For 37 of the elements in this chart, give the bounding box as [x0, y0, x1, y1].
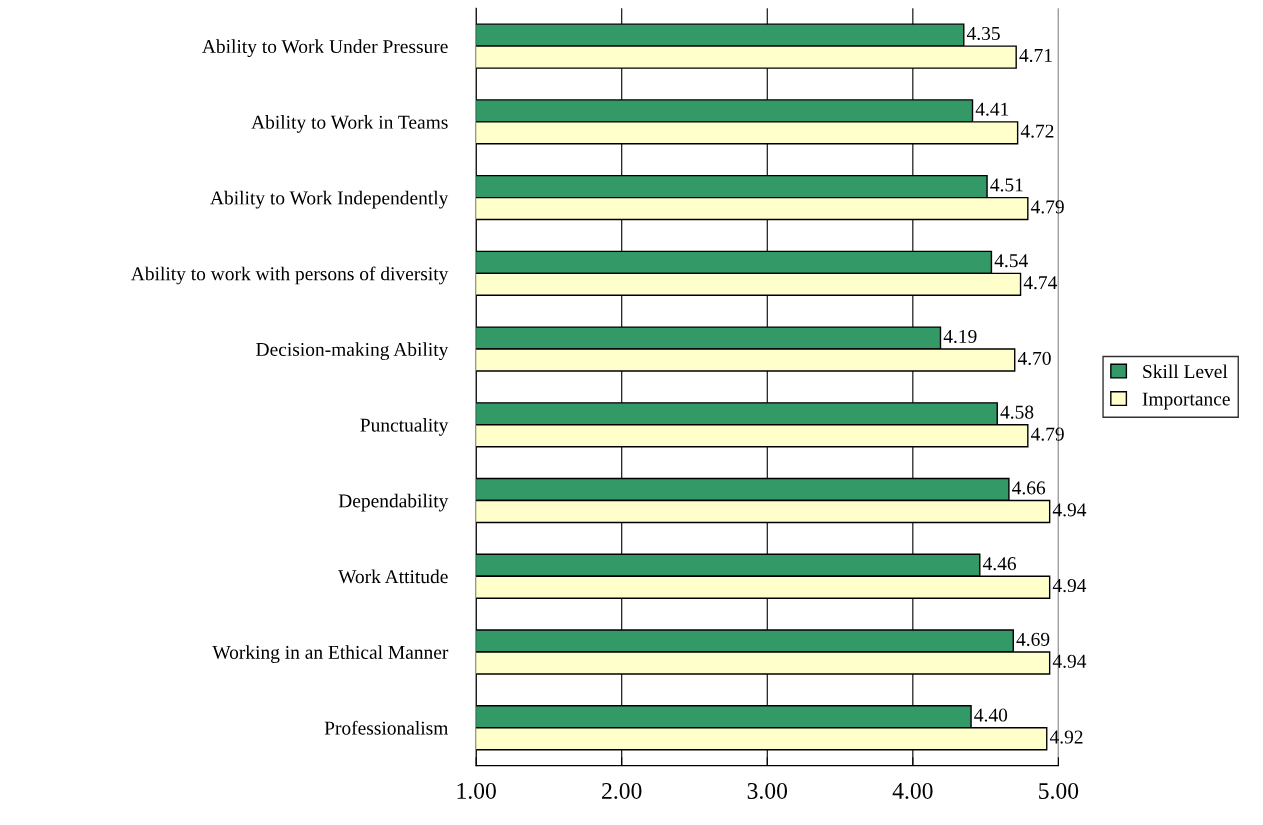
y-tick-label: Ability to Work Independently [210, 190, 449, 209]
y-tick-label: Ability to work with persons of diversity [131, 266, 449, 285]
x-tick-label: 2.00 [602, 782, 642, 799]
data-label: 4.66 [1012, 481, 1046, 495]
data-label: 4.94 [1052, 579, 1087, 593]
y-tick-label: Decision-making Ability [256, 342, 449, 360]
y-tick-label: Dependability [338, 493, 449, 512]
data-label: 4.19 [943, 329, 977, 344]
y-tick-label: Punctuality [360, 418, 449, 436]
data-label: 4.94 [1052, 654, 1087, 668]
legend-label: Importance [1142, 392, 1230, 410]
data-label: 4.41 [975, 102, 1009, 116]
data-label: 4.69 [1016, 632, 1050, 646]
x-tick-label: 4.00 [892, 782, 933, 799]
data-label: 4.70 [1017, 351, 1051, 365]
data-label: 4.54 [994, 254, 1028, 268]
data-label: 4.46 [982, 557, 1017, 571]
y-tick-label: Work Attitude [338, 569, 448, 584]
data-label: 4.51 [990, 178, 1023, 192]
x-tick-label: 5.00 [1039, 782, 1079, 799]
legend-label: Skill Level [1143, 364, 1228, 379]
data-label: 4.35 [966, 26, 1000, 41]
data-label: 4.58 [1000, 405, 1034, 419]
data-label: 4.94 [1052, 503, 1087, 517]
y-tick-label: Working in an Ethical Manner [212, 645, 449, 663]
data-label: 4.40 [974, 708, 1008, 722]
y-tick-label: Ability to Work in Teams [251, 115, 448, 133]
data-label: 4.72 [1020, 124, 1054, 138]
data-label: 4.79 [1030, 427, 1064, 441]
y-tick-label: Ability to Work Under Pressure [202, 39, 448, 58]
data-label: 4.92 [1049, 730, 1083, 744]
data-label: 4.71 [1019, 48, 1052, 63]
data-label: 4.74 [1023, 276, 1058, 290]
data-label: 4.79 [1030, 200, 1064, 214]
y-tick-label: Professionalism [324, 720, 449, 735]
x-tick-label: 1.00 [457, 782, 496, 799]
x-tick-label: 3.00 [747, 782, 788, 799]
